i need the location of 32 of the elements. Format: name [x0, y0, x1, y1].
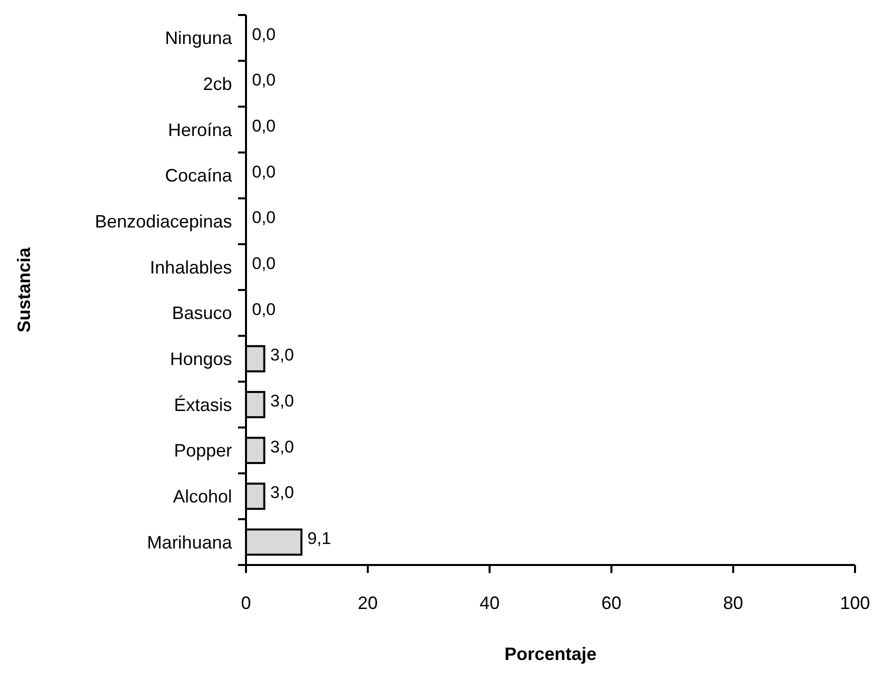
- data-label: 3,0: [270, 437, 294, 456]
- x-tick-label: 40: [480, 593, 500, 613]
- data-label: 3,0: [270, 346, 294, 365]
- data-label: 9,1: [307, 529, 332, 548]
- y-tick-label: Éxtasis: [174, 394, 232, 415]
- y-tick-label: Popper: [174, 440, 232, 461]
- y-tick-label: Benzodiacepinas: [94, 212, 232, 232]
- x-tick-label: 0: [240, 593, 252, 613]
- y-tick-label: 2cb: [202, 74, 232, 94]
- data-label: 0,0: [252, 70, 276, 90]
- data-label: 0,0: [252, 24, 276, 44]
- y-axis-title: Sustancia: [14, 246, 34, 333]
- data-label: 0,0: [252, 208, 276, 228]
- data-label: 0,0: [252, 116, 276, 136]
- x-tick-label: 80: [723, 593, 744, 613]
- x-tick-label: 20: [358, 593, 378, 613]
- data-label: 3,0: [270, 392, 294, 411]
- x-tick-label: 100: [840, 593, 870, 613]
- data-label: 0,0: [252, 300, 276, 319]
- y-tick-label: Cocaína: [164, 166, 233, 186]
- y-tick-label: Marihuana: [146, 532, 233, 552]
- y-tick-label: Basuco: [172, 303, 232, 324]
- x-axis-title: Porcentaje: [504, 644, 597, 664]
- y-tick-label: Alcohol: [172, 486, 232, 507]
- y-tick-label: Heroína: [168, 120, 233, 140]
- x-tick-label: 60: [601, 593, 622, 613]
- data-label: 0,0: [252, 162, 276, 182]
- y-tick-label: Ninguna: [164, 28, 233, 48]
- data-label: 0,0: [252, 254, 276, 274]
- y-tick-label: Hongos: [170, 349, 232, 370]
- data-label: 3,0: [270, 483, 294, 502]
- y-tick-label: Inhalables: [150, 257, 232, 278]
